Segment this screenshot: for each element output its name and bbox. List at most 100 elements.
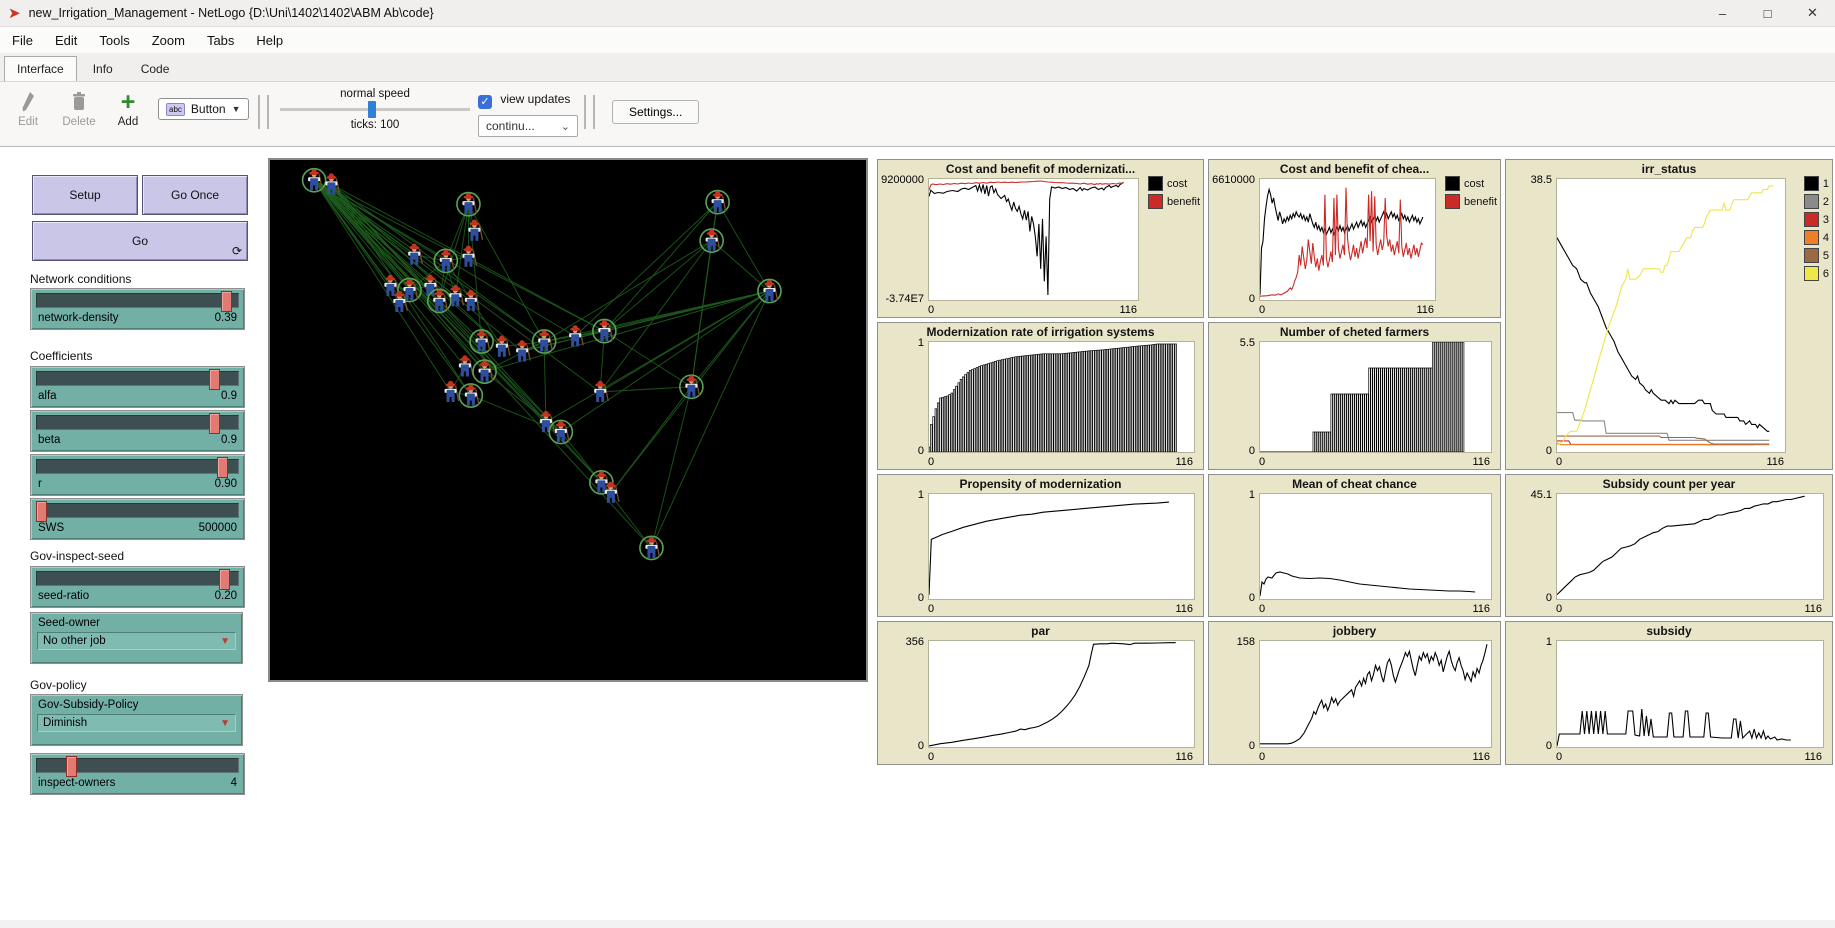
legend-label: benefit: [1463, 195, 1497, 208]
plot-canvas: [1259, 493, 1492, 600]
menu-file[interactable]: File: [12, 32, 33, 48]
legend-swatch: [1147, 194, 1163, 209]
plot-subsidy-count: Subsidy count per year 45.1 0 0 116: [1505, 474, 1833, 617]
farmer-agent: [472, 359, 497, 385]
farmer-agent: [456, 191, 481, 217]
menu-help[interactable]: Help: [256, 32, 284, 48]
add-tool[interactable]: + Add: [112, 90, 144, 129]
slider-groove[interactable]: [36, 501, 239, 522]
plot-title: jobbery: [1332, 624, 1377, 638]
y-axis-max-label: 1: [1545, 636, 1552, 648]
speed-label: normal speed: [340, 88, 410, 100]
slider-handle[interactable]: [66, 756, 78, 777]
x-axis-max-label: 116: [1175, 751, 1193, 763]
plot-title: Propensity of modernization: [959, 477, 1122, 491]
plot-jobbery: jobbery 158 0 0 116: [1208, 621, 1501, 765]
plot-title: Cost and benefit of modernizati...: [945, 162, 1136, 176]
legend-swatch: [1444, 176, 1460, 191]
go-button[interactable]: Go ⟳: [32, 221, 248, 261]
sws-slider[interactable]: SWS 500000: [30, 498, 245, 540]
tab-code[interactable]: Code: [140, 62, 170, 76]
toolbar: Edit Delete + Add abc Button ▼ normal sp…: [0, 82, 1835, 147]
plot-canvas: [1556, 493, 1824, 600]
settings-button[interactable]: Settings...: [612, 100, 700, 124]
farmer-agent: [679, 374, 704, 400]
menu-bar: File Edit Tools Zoom Tabs Help: [0, 27, 1835, 54]
edit-tool[interactable]: Edit: [12, 90, 44, 128]
plot-cost-benefit-cheating: Cost and benefit of chea... 6610000 0 co…: [1208, 159, 1501, 318]
y-axis-max-label: 158: [1236, 636, 1255, 648]
setup-button[interactable]: Setup: [32, 175, 138, 215]
seed-ratio-slider[interactable]: seed-ratio 0.20: [30, 566, 245, 608]
slider-groove[interactable]: [36, 369, 239, 390]
farmer-agent: [469, 329, 494, 354]
plot-canvas: [1259, 178, 1436, 301]
plot-cheated-farmers: Number of cheted farmers 5.5 0 0 116: [1208, 322, 1501, 470]
slider-handle[interactable]: [208, 369, 220, 390]
x-axis-min-label: 0: [1556, 751, 1563, 763]
y-axis-max-label: 38.5: [1530, 174, 1552, 186]
network-density-slider[interactable]: network-density 0.39: [30, 288, 245, 330]
farmer-agent: [589, 470, 614, 495]
chooser-name: Gov-Subsidy-Policy: [38, 699, 139, 711]
farmer-agent: [531, 329, 557, 354]
slider-handle[interactable]: [216, 457, 228, 478]
farmer-agent: [301, 167, 327, 193]
slider-handle[interactable]: [218, 569, 230, 590]
farmer-agent: [424, 274, 439, 296]
x-axis-min-label: 0: [928, 603, 935, 615]
farmer-agent: [495, 335, 511, 357]
legend-item: cost: [1444, 176, 1497, 191]
slider-handle[interactable]: [36, 501, 48, 522]
tab-interface[interactable]: Interface: [4, 56, 77, 81]
slider-handle[interactable]: [220, 291, 232, 312]
x-axis-max-label: 116: [1472, 603, 1490, 615]
pencil-icon: [12, 90, 44, 116]
farmer-agent: [757, 278, 782, 304]
delete-tool[interactable]: Delete: [58, 90, 100, 128]
speed-slider[interactable]: [280, 101, 470, 118]
slider-value: 4: [230, 777, 237, 789]
legend-item: 4: [1803, 230, 1829, 245]
tab-info[interactable]: Info: [92, 62, 113, 76]
slider-groove[interactable]: [36, 756, 239, 777]
legend-swatch: [1803, 266, 1819, 281]
menu-edit[interactable]: Edit: [54, 32, 78, 48]
y-axis-min-label: -3.74E7: [885, 293, 924, 305]
widget-type-dropdown[interactable]: abc Button ▼: [158, 98, 249, 120]
edit-label: Edit: [18, 116, 38, 128]
plot-title: Subsidy count per year: [1602, 477, 1736, 491]
y-axis-min-label: 0: [1545, 592, 1552, 604]
gov-subsidy-policy-chooser[interactable]: Gov-Subsidy-Policy Diminish ▼: [30, 694, 243, 746]
menu-tabs[interactable]: Tabs: [206, 32, 235, 48]
seed-owner-chooser[interactable]: Seed-owner No other job ▼: [30, 612, 243, 664]
speed-slider-thumb[interactable]: [368, 101, 376, 118]
slider-handle[interactable]: [208, 413, 220, 434]
slider-groove[interactable]: [36, 291, 239, 312]
go-once-button[interactable]: Go Once: [142, 175, 248, 215]
r-slider[interactable]: r 0.90: [30, 454, 245, 496]
minimize-button[interactable]: –: [1718, 5, 1727, 21]
menu-tools[interactable]: Tools: [99, 32, 130, 48]
close-button[interactable]: ✕: [1807, 5, 1818, 20]
slider-groove[interactable]: [36, 413, 239, 434]
update-mode-dropdown[interactable]: continu... ⌄: [478, 115, 578, 137]
alfa-slider[interactable]: alfa 0.9: [30, 366, 245, 408]
checkbox-checked-icon: ✓: [478, 95, 492, 109]
plot-par: par 356 0 0 116: [877, 621, 1204, 765]
farmer-agent: [548, 419, 574, 445]
dropdown-arrow-icon: ▼: [231, 104, 241, 114]
inspect-owners-slider[interactable]: inspect-owners 4: [30, 753, 245, 795]
slider-groove[interactable]: [36, 569, 239, 590]
maximize-button[interactable]: □: [1763, 5, 1772, 21]
legend-swatch: [1803, 194, 1819, 209]
menu-zoom[interactable]: Zoom: [151, 32, 185, 48]
slider-groove[interactable]: [36, 457, 239, 478]
trash-icon: [58, 90, 100, 116]
beta-slider[interactable]: beta 0.9: [30, 410, 245, 452]
slider-name: r: [38, 478, 42, 490]
view-updates-toggle[interactable]: ✓ view updates: [478, 92, 570, 109]
farmer-agent: [444, 380, 460, 402]
legend-label: 1: [1822, 177, 1829, 190]
farmer-agent: [408, 243, 423, 265]
